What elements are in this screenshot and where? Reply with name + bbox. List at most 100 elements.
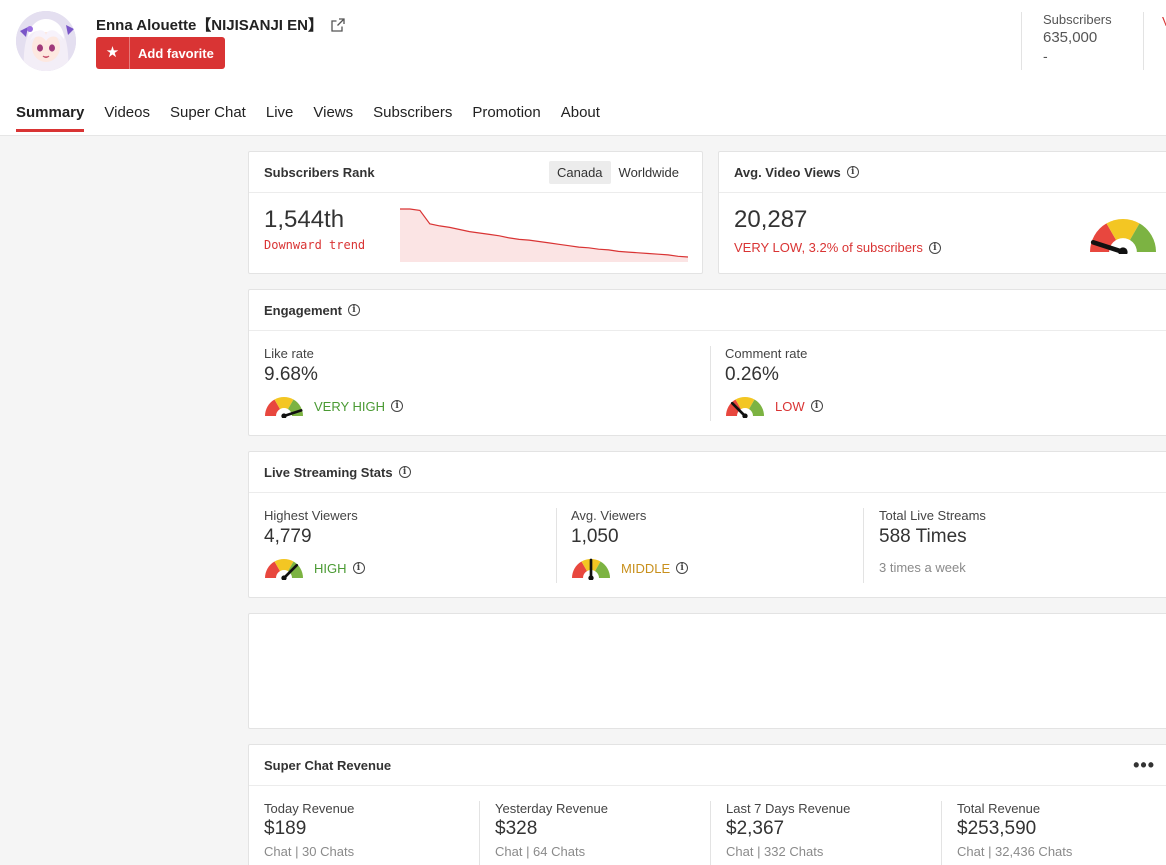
subscribers-rank-title: Subscribers Rank — [264, 164, 375, 180]
rank-sparkline-chart — [400, 208, 689, 262]
total-revenue-label: Total Revenue — [957, 801, 1041, 816]
last-7-days-revenue-label: Last 7 Days Revenue — [726, 801, 851, 816]
avg-video-views-title: Avg. Video Views — [734, 164, 841, 180]
channel-name: Enna Alouette【NIJISANJI EN】 — [96, 17, 323, 34]
info-icon[interactable]: i — [676, 562, 689, 574]
gauge-needle-hub — [281, 575, 287, 580]
gauge-yellow-segment — [274, 559, 294, 578]
yesterday-revenue-label: Yesterday Revenue — [495, 801, 608, 816]
total-revenue-value: $253,590 — [957, 818, 1037, 839]
avg-viewers-value: 1,050 — [571, 526, 619, 547]
gauge-needle-hub — [1118, 247, 1128, 254]
tab-subscribers[interactable]: Subscribers — [373, 104, 453, 121]
info-icon[interactable]: i — [348, 304, 361, 316]
info-icon[interactable]: i — [391, 400, 404, 412]
gauge-needle-hub — [742, 413, 748, 418]
info-icon[interactable]: i — [352, 562, 365, 574]
live-streaming-stats-card: Live Streaming Stats i Highest Viewers 4… — [248, 451, 1166, 598]
gauge-needle — [282, 563, 299, 580]
add-favorite-button[interactable]: ★ Add favorite — [96, 37, 225, 69]
column-divider — [710, 801, 711, 865]
region-tab-worldwide[interactable]: Worldwide — [618, 164, 679, 180]
highest-viewers-gauge — [265, 559, 303, 580]
like-rate-gauge — [265, 397, 303, 418]
highest-viewers-label: Highest Viewers — [264, 508, 358, 523]
last-7-days-revenue-chats: Chat | 332 Chats — [726, 844, 824, 859]
highest-viewers-rating: HIGH — [314, 560, 347, 576]
header-stat-value: 635,000 — [1043, 29, 1098, 46]
region-toggle: Canada Worldwide — [549, 160, 687, 184]
channel-avatar[interactable] — [16, 11, 76, 71]
like-rate-rating: VERY HIGH — [314, 398, 386, 414]
column-divider — [479, 801, 480, 865]
gauge-yellow-segment — [735, 397, 755, 416]
subscribers-rank-trend: Downward trend — [264, 238, 366, 252]
tab-views[interactable]: Views — [313, 104, 354, 121]
avg-viewers-rating: MIDDLE — [621, 560, 671, 576]
header-stat-label: Subscribers — [1043, 12, 1112, 27]
avg-video-views-value: 20,287 — [734, 206, 808, 233]
column-divider — [556, 508, 557, 583]
gauge-needle — [730, 401, 747, 418]
last-7-days-revenue-value: $2,367 — [726, 818, 785, 839]
comment-rate-rating: LOW — [775, 398, 805, 414]
external-link-icon[interactable] — [331, 17, 345, 32]
highest-viewers-value: 4,779 — [264, 526, 312, 547]
live-stats-title: Live Streaming Stats — [264, 464, 393, 480]
today-revenue-value: $189 — [264, 818, 307, 839]
avg-viewers-gauge — [572, 558, 610, 580]
gauge-needle — [1090, 239, 1126, 254]
comment-rate-value: 0.26% — [725, 364, 779, 385]
avg-viewers-label: Avg. Viewers — [571, 508, 647, 523]
info-icon[interactable]: i — [398, 466, 411, 478]
column-divider — [941, 801, 942, 865]
header-next-stat: V — [1162, 14, 1166, 29]
sparkline-line — [400, 208, 689, 258]
channel-header: Enna Alouette【NIJISANJI EN】 ★ Add favori… — [0, 0, 1166, 136]
super-chat-revenue-card: Super Chat Revenue ••• Today Revenue $18… — [248, 744, 1166, 865]
total-live-streams-label: Total Live Streams — [879, 508, 986, 523]
today-revenue-chats: Chat | 30 Chats — [264, 844, 355, 859]
super-chat-title: Super Chat Revenue — [264, 757, 392, 773]
region-tab-canada[interactable]: Canada — [549, 160, 611, 184]
tab-super-chat[interactable]: Super Chat — [169, 104, 246, 121]
info-icon[interactable]: i — [810, 400, 823, 412]
comment-rate-gauge — [726, 397, 764, 418]
empty-placeholder-card — [248, 613, 1166, 729]
info-icon[interactable]: i — [928, 241, 941, 254]
total-live-streams-value: 588 Times — [879, 526, 967, 547]
comment-rate-label: Comment rate — [725, 346, 808, 361]
tab-live[interactable]: Live — [265, 104, 294, 121]
tab-promotion[interactable]: Promotion — [472, 104, 541, 121]
engagement-title: Engagement — [264, 302, 343, 318]
channel-tabs: Summary Videos Super Chat Live Views Sub… — [16, 104, 600, 132]
column-divider — [863, 508, 864, 583]
like-rate-label: Like rate — [264, 346, 314, 361]
header-subscribers-stat: Subscribers 635,000 - — [1021, 12, 1112, 70]
more-options-icon[interactable]: ••• — [1133, 754, 1155, 775]
tab-about[interactable]: About — [560, 104, 600, 121]
avg-video-views-rating: VERY LOW, 3.2% of subscribers — [734, 240, 923, 255]
header-stat-delta: - — [1043, 48, 1048, 64]
gauge-yellow-segment — [274, 397, 294, 416]
yesterday-revenue-chats: Chat | 64 Chats — [495, 844, 586, 859]
header-divider — [1143, 12, 1144, 70]
avg-video-views-card: Avg. Video Views i 20,287 VERY LOW, 3.2%… — [718, 151, 1166, 274]
column-divider — [710, 346, 711, 421]
gauge-needle-hub — [281, 413, 287, 418]
subscribers-rank-value: 1,544th — [264, 206, 345, 233]
like-rate-value: 9.68% — [264, 364, 318, 385]
tab-summary[interactable]: Summary — [16, 104, 85, 132]
engagement-card: Engagement i Like rate 9.68% VERY HIGH i… — [248, 289, 1166, 436]
info-icon[interactable]: i — [846, 166, 859, 178]
add-favorite-label: Add favorite — [138, 45, 214, 61]
gauge-needle — [282, 409, 303, 418]
yesterday-revenue-value: $328 — [495, 818, 538, 839]
sparkline-area — [400, 209, 688, 262]
total-revenue-chats: Chat | 32,436 Chats — [957, 844, 1073, 859]
gauge-yellow-segment — [1106, 218, 1140, 252]
tab-videos[interactable]: Videos — [104, 104, 150, 121]
subscribers-rank-card: Subscribers Rank Canada Worldwide 1,544t… — [248, 151, 703, 274]
gauge-needle-hub — [588, 575, 594, 580]
avg-video-views-gauge — [1090, 218, 1156, 254]
